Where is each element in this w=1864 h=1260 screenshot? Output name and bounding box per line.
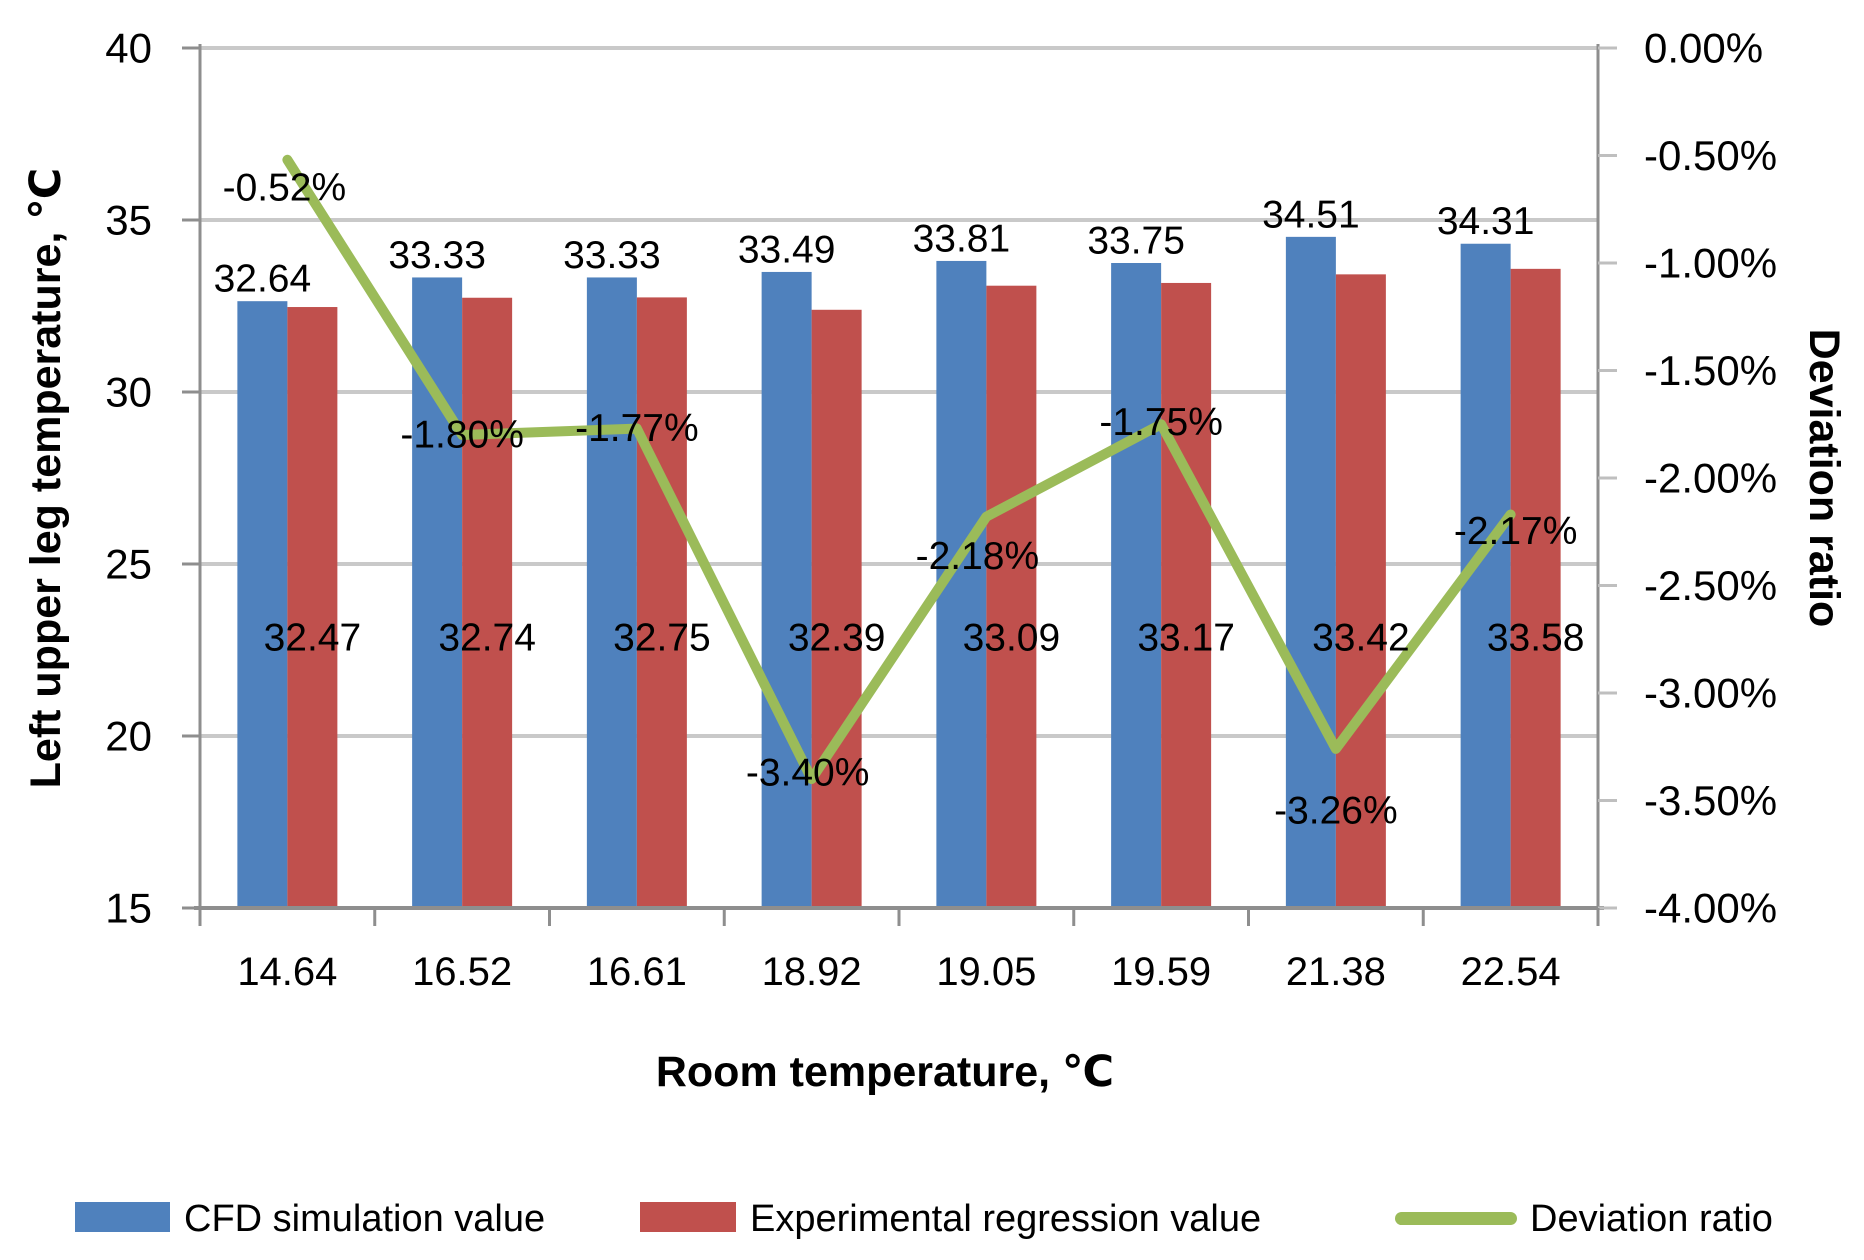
x-axis-tick-label: 22.54 [1461,950,1561,994]
bar-label-experimental: 33.09 [963,617,1061,660]
bar-experimental [1510,268,1561,908]
left-axis-tick-label: 30 [105,369,152,416]
left-axis-title: Left upper leg temperature, ℃ [22,168,70,789]
right-axis-tick-label: -4.00% [1644,885,1777,932]
deviation-label: -1.80% [400,414,524,457]
deviation-label: -3.40% [746,752,870,795]
x-axis-tick-label: 16.52 [412,950,512,994]
right-axis-title: Deviation ratio [1800,329,1848,628]
left-axis-tick-label: 35 [105,197,152,244]
x-axis-tick-label: 18.92 [762,950,862,994]
bar-label-experimental: 32.75 [613,617,711,660]
bar-label-experimental: 32.47 [264,617,362,660]
x-axis-tick-label: 21.38 [1286,950,1386,994]
left-axis-tick-label: 20 [105,713,152,760]
legend-swatch-deviation-line [1395,1212,1517,1225]
x-axis-tick-label: 19.05 [936,950,1036,994]
deviation-line [282,154,1516,784]
right-axis-tick-label: -1.50% [1644,347,1777,394]
bar-experimental [986,285,1037,909]
x-axis-tick-label: 16.61 [587,950,687,994]
deviation-label: -1.77% [575,407,699,450]
bar-label-cfd: 33.49 [738,228,836,271]
bar-cfd [761,271,812,909]
bar-cfd [586,277,637,908]
legend-swatch-experimental [640,1202,736,1232]
legend-label-cfd: CFD simulation value [184,1198,545,1240]
bar-cfd [1111,263,1162,908]
bar-label-cfd: 33.33 [563,234,661,277]
bar-experimental [287,307,338,909]
right-axis-tick-label: -1.00% [1644,240,1777,287]
bar-experimental [811,309,862,908]
bar-label-experimental: 32.39 [788,617,886,660]
bar-cfd [412,277,463,908]
plot-area: 40 35 30 25 20 15 0.00% -0.50% -1.00% -1.50% -2.00… [105,25,1777,995]
legend-label-experimental: Experimental regression value [750,1198,1261,1240]
x-axis-tick-label: 14.64 [237,950,337,994]
bar-label-cfd: 32.64 [214,258,312,301]
deviation-label: -3.26% [1274,789,1398,832]
deviation-label: -1.75% [1099,401,1223,444]
bar-cfd [1285,236,1336,908]
bar-cfd [237,301,288,909]
bar-label-cfd: 33.75 [1087,220,1185,263]
x-axis-title: Room temperature, ℃ [656,1048,1114,1096]
bar-experimental [636,297,687,908]
right-axis-tick-label: 0.00% [1644,25,1763,72]
right-axis-tick-label: -2.50% [1644,562,1777,609]
deviation-label: -2.17% [1454,510,1578,553]
right-axis-tick-label: -3.00% [1644,670,1777,717]
bar-experimental [1161,282,1212,908]
legend: CFD simulation value Experimental regres… [75,1198,1773,1240]
legend-swatch-cfd [75,1202,170,1232]
left-axis-tick-label: 15 [105,885,152,932]
right-axis-tick-label: -0.50% [1644,132,1777,179]
bar-label-experimental: 33.42 [1312,617,1410,660]
bar-label-cfd: 34.31 [1437,200,1535,243]
bar-label-experimental: 33.17 [1137,617,1235,660]
right-axis-tick-label: -2.00% [1644,455,1777,502]
deviation-label: -2.18% [916,535,1040,578]
left-axis-tick-label: 40 [105,25,152,72]
bar-label-experimental: 33.58 [1487,617,1585,660]
bar-label-cfd: 33.81 [913,217,1011,260]
bar-experimental [462,297,513,908]
deviation-label: -0.52% [223,166,347,209]
right-axis-tick-label: -3.50% [1644,777,1777,824]
bar-label-cfd: 34.51 [1262,193,1360,236]
bar-label-experimental: 32.74 [438,617,536,660]
legend-label-deviation: Deviation ratio [1530,1198,1773,1240]
x-axis-tick-label: 19.59 [1111,950,1211,994]
left-axis-tick-label: 25 [105,541,152,588]
bar-experimental [1335,274,1386,908]
bar-label-cfd: 33.33 [388,234,486,277]
